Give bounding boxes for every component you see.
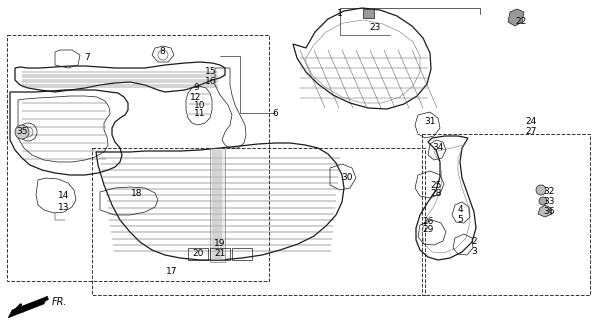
Text: 1: 1 <box>337 10 343 19</box>
Text: 7: 7 <box>84 52 90 61</box>
Polygon shape <box>508 9 524 26</box>
Polygon shape <box>8 296 48 318</box>
Polygon shape <box>538 205 552 217</box>
Text: 13: 13 <box>58 203 70 212</box>
Text: 2: 2 <box>471 237 477 246</box>
Circle shape <box>536 185 546 195</box>
Text: FR.: FR. <box>52 297 67 307</box>
Text: 3: 3 <box>471 246 477 255</box>
Text: 11: 11 <box>194 109 206 118</box>
Text: 22: 22 <box>516 18 527 27</box>
Text: 31: 31 <box>424 117 436 126</box>
Text: 23: 23 <box>369 22 381 31</box>
Text: 27: 27 <box>525 126 537 135</box>
Text: 26: 26 <box>422 217 434 226</box>
Text: 33: 33 <box>543 196 555 205</box>
Polygon shape <box>210 148 225 262</box>
Text: 24: 24 <box>525 117 536 126</box>
Text: 36: 36 <box>543 206 555 215</box>
Text: 18: 18 <box>131 188 143 197</box>
Text: 9: 9 <box>193 84 199 92</box>
Text: 30: 30 <box>341 173 353 182</box>
Text: 14: 14 <box>59 191 70 201</box>
Text: 10: 10 <box>194 101 206 110</box>
Text: 17: 17 <box>166 268 178 276</box>
Circle shape <box>15 125 29 139</box>
Text: 21: 21 <box>214 249 226 258</box>
Text: 16: 16 <box>205 76 217 85</box>
Text: 34: 34 <box>432 143 443 153</box>
Text: 4: 4 <box>457 205 463 214</box>
Bar <box>422 134 590 295</box>
Bar <box>92 148 425 295</box>
Bar <box>7 35 269 281</box>
Text: 12: 12 <box>190 92 202 101</box>
Text: 20: 20 <box>192 249 204 258</box>
Text: 19: 19 <box>214 239 226 249</box>
Text: 28: 28 <box>430 189 442 198</box>
Text: 5: 5 <box>457 214 463 223</box>
Text: 25: 25 <box>430 180 442 189</box>
Text: 15: 15 <box>205 68 217 76</box>
Text: 35: 35 <box>16 126 28 135</box>
Text: 8: 8 <box>159 47 165 57</box>
Polygon shape <box>363 9 374 18</box>
Circle shape <box>539 197 547 205</box>
Text: 32: 32 <box>543 188 555 196</box>
Text: 6: 6 <box>272 108 278 117</box>
Text: 29: 29 <box>422 226 434 235</box>
